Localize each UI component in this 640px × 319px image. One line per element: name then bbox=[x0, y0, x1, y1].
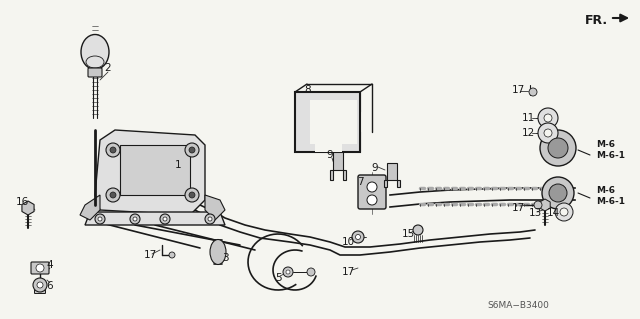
Circle shape bbox=[548, 138, 568, 158]
Circle shape bbox=[110, 147, 116, 153]
Circle shape bbox=[130, 214, 140, 224]
Circle shape bbox=[544, 114, 552, 122]
Circle shape bbox=[540, 130, 576, 166]
Text: 8: 8 bbox=[305, 85, 311, 95]
Text: 13: 13 bbox=[529, 208, 541, 218]
FancyBboxPatch shape bbox=[31, 262, 49, 274]
Circle shape bbox=[560, 208, 568, 216]
Circle shape bbox=[538, 123, 558, 143]
Circle shape bbox=[106, 143, 120, 157]
Polygon shape bbox=[95, 130, 205, 215]
Circle shape bbox=[367, 195, 377, 205]
Circle shape bbox=[160, 214, 170, 224]
Text: 6: 6 bbox=[47, 281, 53, 291]
Text: 17: 17 bbox=[511, 203, 525, 213]
Polygon shape bbox=[85, 212, 225, 225]
Circle shape bbox=[355, 234, 360, 240]
Text: M-6
M-6-1: M-6 M-6-1 bbox=[596, 140, 625, 160]
Circle shape bbox=[555, 203, 573, 221]
Circle shape bbox=[286, 270, 290, 274]
Circle shape bbox=[163, 217, 167, 221]
Circle shape bbox=[169, 252, 175, 258]
Ellipse shape bbox=[86, 56, 104, 68]
Polygon shape bbox=[205, 195, 225, 220]
Text: 3: 3 bbox=[221, 253, 228, 263]
Circle shape bbox=[98, 217, 102, 221]
Text: 5: 5 bbox=[275, 273, 282, 283]
Text: 10: 10 bbox=[341, 237, 355, 247]
Polygon shape bbox=[80, 195, 100, 220]
Circle shape bbox=[538, 108, 558, 128]
Circle shape bbox=[283, 267, 293, 277]
Circle shape bbox=[307, 268, 315, 276]
Circle shape bbox=[95, 214, 105, 224]
Polygon shape bbox=[330, 150, 346, 180]
Circle shape bbox=[189, 192, 195, 198]
Text: 17: 17 bbox=[511, 85, 525, 95]
Text: 17: 17 bbox=[341, 267, 355, 277]
FancyBboxPatch shape bbox=[120, 145, 190, 195]
Circle shape bbox=[133, 217, 137, 221]
Circle shape bbox=[208, 217, 212, 221]
Text: 12: 12 bbox=[522, 128, 534, 138]
Text: 9: 9 bbox=[372, 163, 378, 173]
FancyBboxPatch shape bbox=[310, 100, 357, 144]
Text: 16: 16 bbox=[15, 197, 29, 207]
FancyBboxPatch shape bbox=[88, 68, 102, 77]
Circle shape bbox=[37, 282, 43, 288]
Text: 2: 2 bbox=[105, 63, 111, 73]
Circle shape bbox=[110, 192, 116, 198]
Text: 15: 15 bbox=[401, 229, 415, 239]
Text: 4: 4 bbox=[47, 260, 53, 270]
Text: 7: 7 bbox=[356, 177, 364, 187]
Circle shape bbox=[549, 184, 567, 202]
FancyBboxPatch shape bbox=[315, 137, 342, 152]
Ellipse shape bbox=[210, 240, 226, 264]
Circle shape bbox=[529, 88, 537, 96]
Text: 14: 14 bbox=[547, 208, 559, 218]
Circle shape bbox=[367, 182, 377, 192]
Circle shape bbox=[185, 143, 199, 157]
Circle shape bbox=[189, 147, 195, 153]
Text: 1: 1 bbox=[175, 160, 181, 170]
Circle shape bbox=[33, 278, 47, 292]
Circle shape bbox=[413, 225, 423, 235]
Text: M-6
M-6-1: M-6 M-6-1 bbox=[596, 186, 625, 206]
FancyBboxPatch shape bbox=[295, 92, 360, 152]
Ellipse shape bbox=[81, 34, 109, 70]
Text: S6MA−B3400: S6MA−B3400 bbox=[487, 300, 549, 309]
Text: FR.: FR. bbox=[585, 13, 608, 26]
Circle shape bbox=[542, 177, 574, 209]
Text: 11: 11 bbox=[522, 113, 534, 123]
FancyBboxPatch shape bbox=[358, 175, 386, 209]
Text: 9: 9 bbox=[326, 150, 333, 160]
Circle shape bbox=[534, 201, 542, 209]
Circle shape bbox=[106, 188, 120, 202]
Text: 17: 17 bbox=[143, 250, 157, 260]
Circle shape bbox=[36, 264, 44, 272]
Polygon shape bbox=[384, 163, 400, 187]
Circle shape bbox=[185, 188, 199, 202]
Circle shape bbox=[205, 214, 215, 224]
Circle shape bbox=[544, 129, 552, 137]
Circle shape bbox=[352, 231, 364, 243]
FancyBboxPatch shape bbox=[35, 286, 45, 293]
